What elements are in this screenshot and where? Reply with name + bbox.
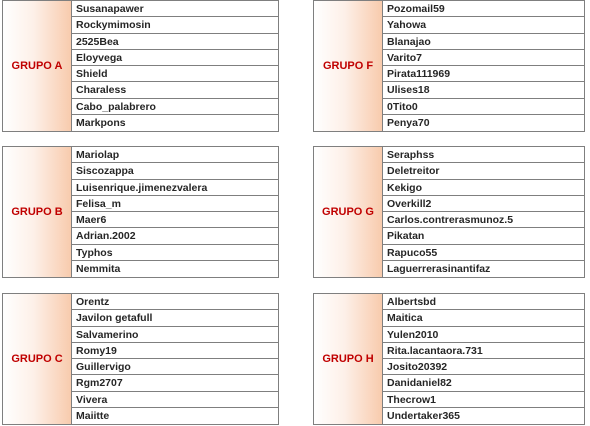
group-a-table: GRUPO A Susanapawer Rockymimosin 2525Bea… — [2, 0, 279, 132]
group-a-label: GRUPO A — [3, 1, 72, 131]
member-row: Javilon getafull — [72, 310, 278, 327]
member-row: Rapuco55 — [383, 245, 584, 261]
member-row: Eloyvega — [72, 50, 278, 66]
member-row: Kekigo — [383, 180, 584, 196]
member-row: Maiitte — [76, 409, 110, 422]
member-row: Luisenrique.jimenezvalera — [72, 180, 278, 196]
group-f-members: Pozomail59 Yahowa Blanajao Varito7 Pirat… — [383, 1, 584, 131]
member-row: Felisa_m — [72, 196, 278, 212]
member-row: Susanapawer — [72, 1, 278, 18]
group-h-members: Albertsbd Maitica Yulen2010 Rita.lacanta… — [383, 294, 584, 424]
member-row: Josito20392 — [383, 359, 584, 376]
member-row: Romy19 — [72, 343, 278, 359]
member-row: Typhos — [72, 245, 278, 261]
member-row: Maer6 — [72, 212, 278, 229]
member-row: Overkill2 — [383, 196, 584, 212]
member-row: Pirata111969 — [383, 66, 584, 83]
member-row: Cabo_palabrero — [72, 99, 278, 115]
member-row: Penya70 — [387, 116, 430, 129]
group-g-label: GRUPO G — [314, 147, 383, 277]
member-row: Yulen2010 — [383, 327, 584, 343]
member-row: Siscozappa — [72, 163, 278, 180]
member-row: Mariolap — [72, 147, 278, 164]
member-row: Maitica — [383, 310, 584, 327]
member-row: 0Tito0 — [383, 99, 584, 115]
member-row: Undertaker365 — [387, 409, 460, 422]
member-row: Nemmita — [76, 262, 121, 275]
group-h-label: GRUPO H — [314, 294, 383, 424]
member-row: Varito7 — [383, 50, 584, 66]
member-row: Seraphss — [383, 147, 584, 164]
group-f-label: GRUPO F — [314, 1, 383, 131]
member-row: Adrian.2002 — [72, 228, 278, 245]
group-a-members: Susanapawer Rockymimosin 2525Bea Eloyveg… — [72, 1, 278, 131]
member-row: Danidaniel82 — [383, 375, 584, 392]
member-row: Charaless — [72, 82, 278, 99]
member-row: Orentz — [72, 294, 278, 311]
member-row: Ulises18 — [383, 82, 584, 99]
group-h-table: GRUPO H Albertsbd Maitica Yulen2010 Rita… — [313, 293, 585, 425]
member-row: Rgm2707 — [72, 375, 278, 392]
member-row: Rita.lacantaora.731 — [383, 343, 584, 359]
group-c-label: GRUPO C — [3, 294, 72, 424]
member-row: 2525Bea — [72, 34, 278, 50]
member-row: Blanajao — [383, 34, 584, 50]
member-row: Deletreitor — [383, 163, 584, 180]
member-row: Vivera — [72, 392, 278, 408]
member-row: Markpons — [76, 116, 126, 129]
member-row: Rockymimosin — [72, 17, 278, 34]
member-row: Yahowa — [383, 17, 584, 34]
group-b-label: GRUPO B — [3, 147, 72, 277]
group-g-table: GRUPO G Seraphss Deletreitor Kekigo Over… — [313, 146, 585, 278]
group-b-members: Mariolap Siscozappa Luisenrique.jimenezv… — [72, 147, 278, 277]
member-row: Pozomail59 — [383, 1, 584, 18]
group-f-table: GRUPO F Pozomail59 Yahowa Blanajao Varit… — [313, 0, 585, 132]
member-row: Thecrow1 — [383, 392, 584, 408]
member-row: Laguerrerasinantifaz — [387, 262, 491, 275]
member-row: Albertsbd — [383, 294, 584, 311]
group-b-table: GRUPO B Mariolap Siscozappa Luisenrique.… — [2, 146, 279, 278]
group-c-members: Orentz Javilon getafull Salvamerino Romy… — [72, 294, 278, 424]
group-c-table: GRUPO C Orentz Javilon getafull Salvamer… — [2, 293, 279, 425]
member-row: Guillervigo — [72, 359, 278, 376]
member-row: Shield — [72, 66, 278, 83]
group-g-members: Seraphss Deletreitor Kekigo Overkill2 Ca… — [383, 147, 584, 277]
member-row: Pikatan — [383, 228, 584, 245]
member-row: Carlos.contrerasmunoz.5 — [383, 212, 584, 229]
member-row: Salvamerino — [72, 327, 278, 343]
